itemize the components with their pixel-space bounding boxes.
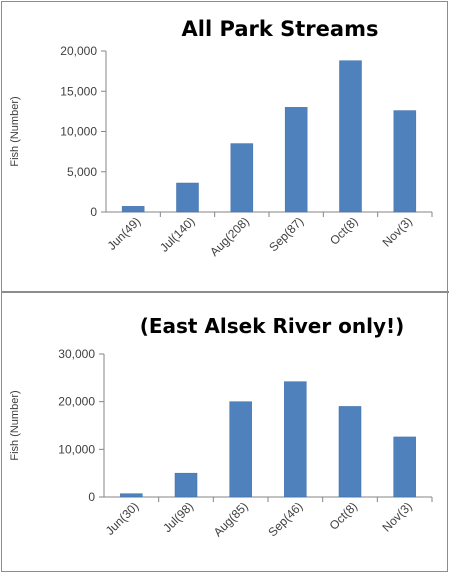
y-axis-label: Fish (Number): [9, 390, 21, 460]
bar: [339, 60, 362, 213]
bar: [176, 182, 199, 213]
y-tick-label: 20,000: [58, 395, 95, 409]
y-tick-label: 20,000: [60, 44, 97, 58]
x-tick-label: Sep(46): [265, 499, 305, 539]
y-tick-label: 0: [88, 490, 95, 504]
y-tick-label: 10,000: [60, 125, 97, 139]
bar: [230, 143, 254, 213]
y-tick-label: 5,000: [67, 165, 97, 179]
chart-all-park-streams: All Park Streams Fish (Number) 0 5,000 10,00…: [9, 17, 433, 259]
bar: [284, 107, 308, 213]
bar: [174, 472, 198, 498]
bar: [121, 206, 145, 213]
panel-divider: [1, 291, 449, 293]
bar: [120, 493, 143, 498]
chart-title: (East Alsek River only!): [140, 314, 405, 338]
bar: [338, 406, 362, 498]
bar: [284, 381, 307, 498]
x-tick-label: Nov(3): [379, 499, 414, 534]
bar: [229, 401, 252, 498]
x-tick-label: Aug(85): [211, 499, 251, 539]
x-tick-label: Sep(87): [266, 214, 306, 254]
y-tick-label: 10,000: [58, 442, 95, 456]
x-tick-label: Jul(140): [157, 214, 198, 255]
chart-title: All Park Streams: [182, 17, 379, 41]
y-tick-label: 15,000: [60, 84, 97, 98]
bar: [393, 436, 416, 498]
x-tick-label: Jun(49): [105, 214, 144, 253]
chart-east-alsek-river: (East Alsek River only!) Fish (Number) 0 10…: [9, 314, 433, 539]
bar: [393, 110, 417, 213]
x-tick-label: Nov(3): [380, 214, 415, 249]
x-tick-label: Jun(30): [103, 499, 142, 538]
x-tick-label: Jul(98): [160, 499, 196, 535]
x-tick-label: Aug(208): [207, 214, 252, 259]
y-tick-label: 30,000: [58, 347, 95, 361]
x-tick-label: Oct(8): [327, 214, 360, 247]
x-tick-label: Oct(8): [327, 499, 360, 532]
y-tick-label: 0: [90, 205, 97, 219]
y-axis-label: Fish (Number): [9, 96, 21, 166]
